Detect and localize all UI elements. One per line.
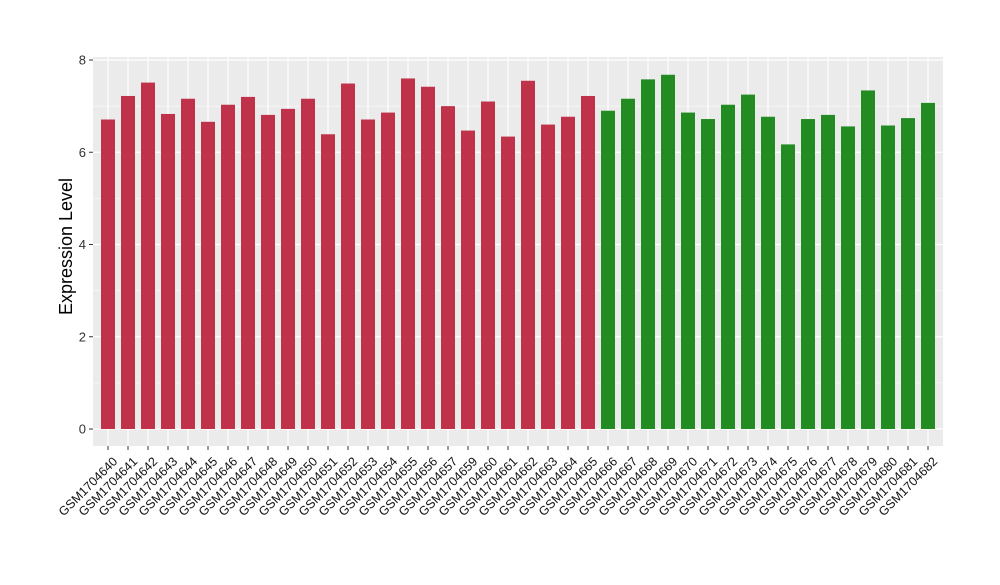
x-axis: GSM1704640GSM1704641GSM1704642GSM1704643… [56, 446, 940, 519]
bar-GSM1704680 [881, 125, 895, 429]
bar-GSM1704643 [161, 113, 175, 429]
bar-GSM1704668 [641, 79, 655, 429]
y-axis: 0 2 4 6 8 [79, 53, 93, 437]
bar-GSM1704661 [501, 136, 515, 429]
bar-GSM1704648 [261, 114, 275, 430]
y-axis-title: Expression Level [56, 178, 76, 315]
plot-panel [93, 57, 943, 446]
bar-GSM1704681 [901, 118, 915, 430]
y-tick-label: 2 [79, 329, 86, 344]
bar-GSM1704662 [521, 80, 535, 429]
bar-GSM1704665 [581, 95, 595, 429]
bar-GSM1704650 [301, 98, 315, 430]
bar-GSM1704674 [761, 116, 775, 429]
bar-GSM1704666 [601, 110, 615, 430]
bar-GSM1704682 [921, 102, 935, 430]
bar-GSM1704667 [621, 98, 635, 430]
bar-GSM1704651 [321, 134, 335, 430]
bar-GSM1704653 [361, 119, 375, 429]
y-tick-label: 4 [79, 237, 86, 252]
bar-GSM1704655 [401, 78, 415, 429]
bar-GSM1704642 [141, 82, 155, 429]
bar-GSM1704656 [421, 86, 435, 429]
bar-GSM1704664 [561, 116, 575, 429]
bar-GSM1704659 [461, 130, 475, 430]
bar-GSM1704652 [341, 83, 355, 430]
bar-GSM1704673 [741, 94, 755, 429]
bar-GSM1704675 [781, 144, 795, 429]
bar-GSM1704677 [821, 114, 835, 430]
bars-group [101, 74, 935, 430]
y-tick-label: 6 [79, 145, 86, 160]
bar-GSM1704660 [481, 101, 495, 429]
bar-GSM1704646 [221, 104, 235, 430]
bar-GSM1704671 [701, 119, 715, 429]
bar-GSM1704678 [841, 126, 855, 430]
bar-GSM1704670 [681, 112, 695, 430]
bar-GSM1704679 [861, 90, 875, 429]
bar-GSM1704641 [121, 95, 135, 429]
bar-GSM1704640 [101, 119, 115, 429]
bar-GSM1704669 [661, 74, 675, 429]
bar-GSM1704654 [381, 112, 395, 430]
bar-GSM1704649 [281, 108, 295, 429]
bar-GSM1704644 [181, 98, 195, 430]
bar-GSM1704663 [541, 124, 555, 429]
y-tick-label: 0 [79, 422, 86, 437]
bar-GSM1704672 [721, 104, 735, 430]
bar-GSM1704676 [801, 119, 815, 429]
bar-GSM1704645 [201, 121, 215, 430]
bar-GSM1704657 [441, 106, 455, 429]
bar-GSM1704647 [241, 96, 255, 430]
y-tick-label: 8 [79, 53, 86, 68]
